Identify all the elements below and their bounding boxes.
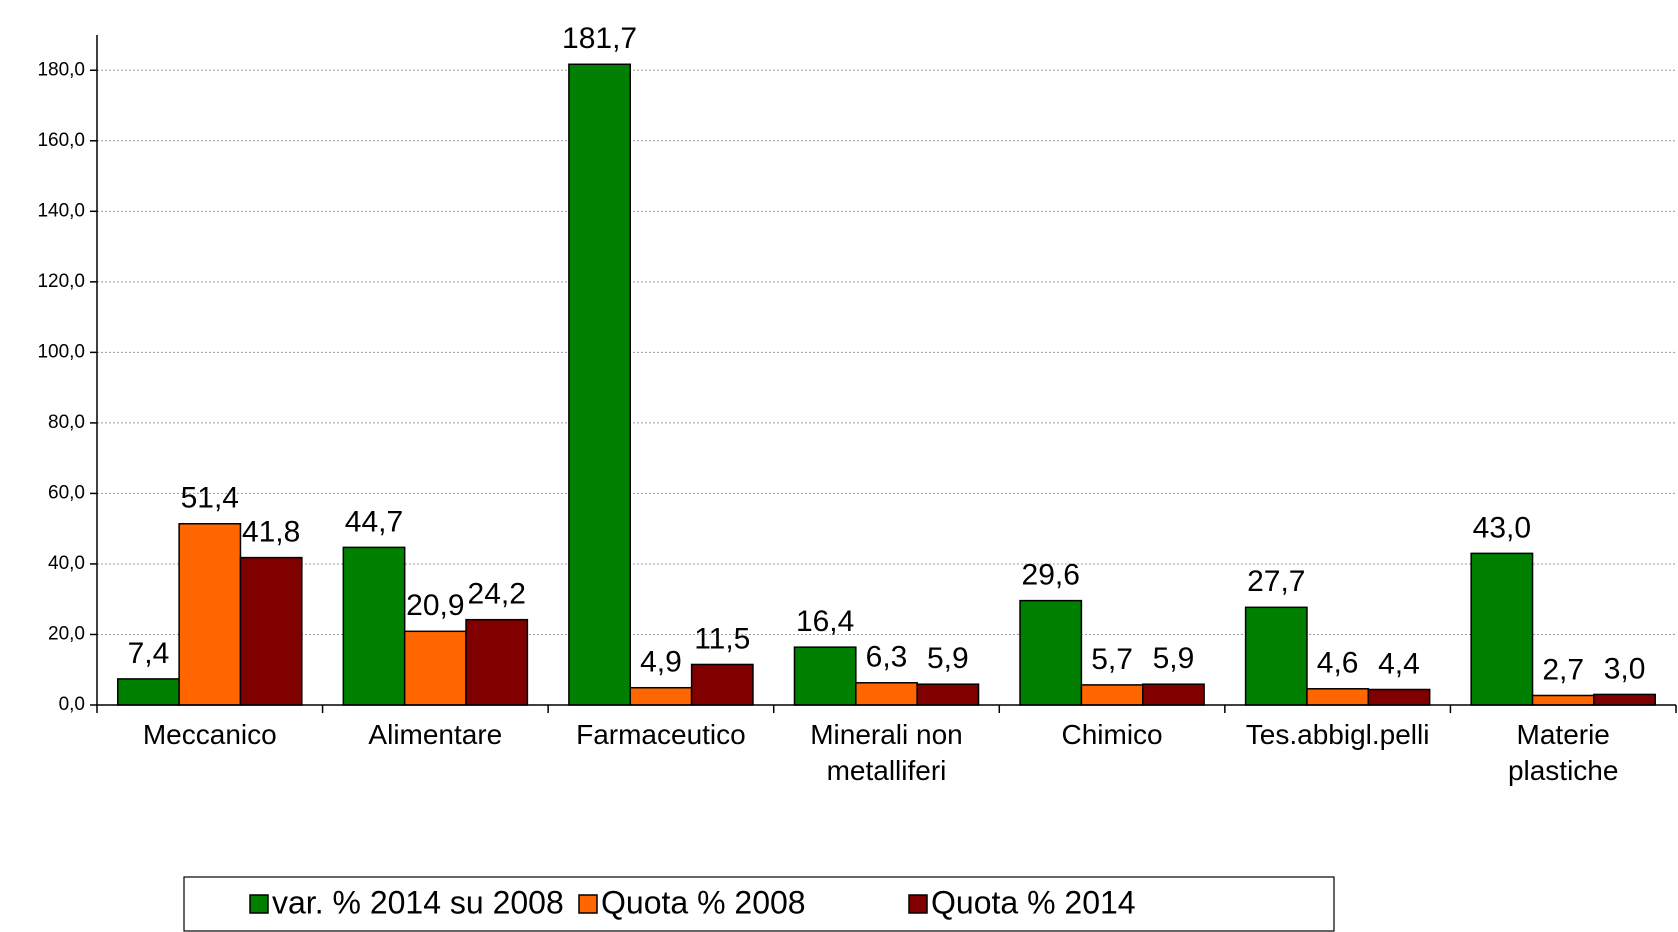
y-tick-label: 160,0	[37, 130, 85, 151]
value-label: 43,0	[1473, 511, 1531, 544]
value-label: 4,9	[640, 646, 682, 679]
legend-swatch	[908, 894, 928, 914]
x-tick-label: Tes.abbigl.pelli	[1245, 719, 1430, 750]
y-tick-label: 60,0	[48, 482, 85, 503]
legend-label: Quota % 2014	[931, 884, 1136, 920]
bar	[1470, 552, 1534, 706]
bar	[1367, 688, 1431, 706]
bar	[1141, 683, 1205, 706]
value-label: 5,9	[927, 642, 969, 675]
y-tick-label: 0,0	[59, 694, 85, 715]
bar	[1306, 688, 1370, 706]
legend-label: Quota % 2008	[601, 884, 806, 920]
legend-label: var. % 2014 su 2008	[272, 884, 564, 920]
value-label: 5,9	[1153, 642, 1195, 675]
y-tick-label: 140,0	[37, 200, 85, 221]
bar	[1080, 684, 1144, 706]
value-label: 44,7	[345, 505, 403, 538]
value-label: 41,8	[242, 516, 300, 549]
x-tick-label: Farmaceutico	[576, 719, 746, 750]
x-tick-label: Alimentare	[368, 719, 503, 750]
value-label: 29,6	[1022, 559, 1080, 592]
legend-box	[183, 876, 1335, 932]
bar	[568, 63, 632, 706]
value-label: 4,4	[1378, 647, 1420, 680]
value-label: 7,4	[128, 637, 170, 670]
value-label: 181,7	[562, 22, 637, 55]
bar	[855, 682, 918, 706]
bar	[342, 546, 406, 706]
y-tick-label: 120,0	[37, 271, 85, 292]
y-tick-label: 80,0	[48, 412, 85, 433]
x-tick-label: Chimico	[1061, 719, 1163, 750]
bar	[1593, 693, 1656, 706]
value-label: 5,7	[1091, 643, 1133, 676]
value-label: 6,3	[866, 641, 908, 674]
value-label: 3,0	[1604, 652, 1646, 685]
bar	[629, 686, 693, 706]
value-label: 27,7	[1247, 565, 1305, 598]
x-tick-label: Meccanico	[142, 719, 277, 750]
value-label: 20,9	[406, 589, 464, 622]
bar	[239, 556, 303, 706]
bar	[793, 646, 857, 706]
bar	[1019, 599, 1083, 706]
value-label: 4,6	[1317, 647, 1359, 680]
value-label: 24,2	[468, 578, 526, 611]
bar	[117, 678, 180, 706]
bar	[690, 663, 754, 706]
bar	[916, 683, 980, 706]
bar	[1531, 694, 1595, 706]
y-tick-label: 100,0	[37, 341, 85, 362]
y-tick-label: 180,0	[37, 59, 85, 80]
bar	[1244, 606, 1308, 706]
bar	[178, 522, 242, 706]
value-label: 51,4	[181, 482, 239, 515]
x-tick-label: Materie plastiche	[1507, 719, 1619, 786]
legend-swatch	[578, 894, 598, 914]
value-label: 2,7	[1542, 653, 1584, 686]
y-tick-label: 20,0	[48, 623, 85, 644]
bar	[403, 630, 467, 706]
value-label: 16,4	[796, 605, 854, 638]
x-tick-label: Minerali non metalliferi	[810, 719, 963, 786]
value-label: 11,5	[694, 622, 750, 655]
legend-swatch	[249, 894, 269, 914]
bar	[465, 618, 529, 706]
y-tick-label: 40,0	[48, 553, 85, 574]
